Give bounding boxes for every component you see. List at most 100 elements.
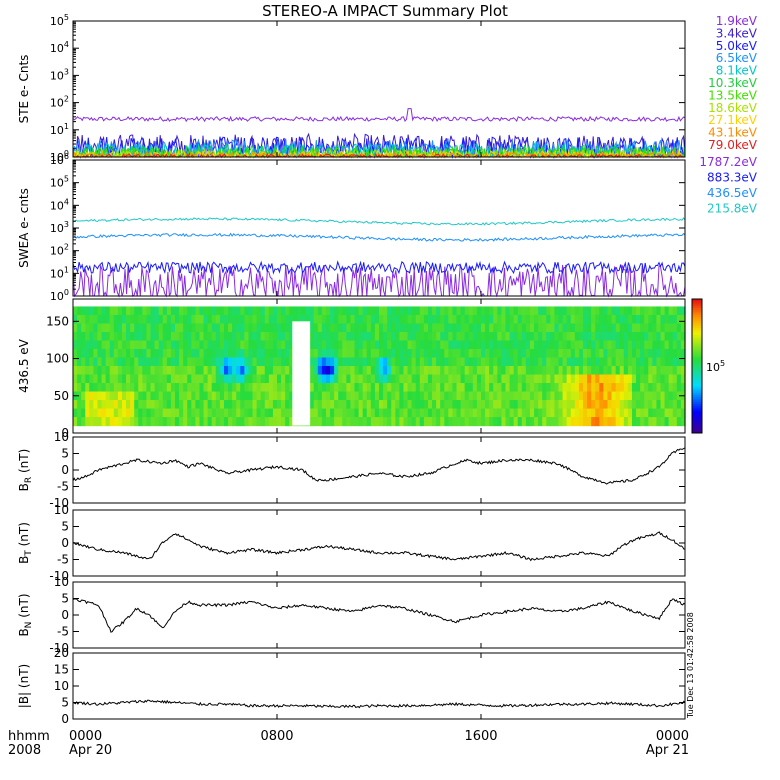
pad-cell xyxy=(268,400,274,410)
pad-cell xyxy=(476,348,482,359)
pad-cell xyxy=(264,357,270,367)
pad-cell xyxy=(407,374,413,384)
pad-cell xyxy=(281,400,286,410)
pad-cell xyxy=(574,366,580,376)
pad-cell xyxy=(158,357,164,367)
br-series-0 xyxy=(72,447,686,485)
pad-cell xyxy=(183,408,188,418)
pad-cell xyxy=(587,374,592,384)
pad-cell xyxy=(346,357,352,367)
pad-cell xyxy=(199,400,205,410)
pad-cell xyxy=(138,391,143,401)
pad-cell xyxy=(113,391,119,401)
pad-cell xyxy=(570,366,576,376)
pad-cell xyxy=(232,323,237,333)
pad-cell xyxy=(432,357,437,367)
pad-cell xyxy=(395,417,400,427)
pad-cell xyxy=(485,366,490,376)
pad-cell xyxy=(223,357,229,367)
pad-cell xyxy=(570,314,576,325)
pad-cell xyxy=(517,340,523,350)
pad-cell xyxy=(293,306,298,316)
pad-cell xyxy=(432,383,437,393)
pad-cell xyxy=(587,323,592,333)
pad-cell xyxy=(374,374,380,384)
pad-cell xyxy=(391,340,396,350)
pad-cell xyxy=(321,400,327,410)
pad-cell xyxy=(452,340,458,350)
pad-cell xyxy=(309,323,315,333)
pad-cell xyxy=(411,374,417,384)
pad-cell xyxy=(379,314,384,325)
pad-cell xyxy=(595,408,600,418)
pad-cell xyxy=(656,408,662,418)
pad-cell xyxy=(627,400,633,410)
pad-cell xyxy=(334,383,339,393)
pad-cell xyxy=(325,400,331,410)
pad-cell xyxy=(517,348,523,359)
pad-cell xyxy=(191,408,196,418)
ste-ytick-label-3: 103 xyxy=(50,67,69,82)
pad-cell xyxy=(595,374,600,384)
pad-cell xyxy=(130,391,135,401)
pad-cell xyxy=(627,408,633,418)
pad-cell xyxy=(338,383,343,393)
pad-cell xyxy=(195,400,201,410)
pad-cell xyxy=(260,331,266,342)
pad-cell xyxy=(105,314,111,325)
pad-cell xyxy=(407,383,413,393)
pad-cell xyxy=(497,314,502,325)
pad-cell xyxy=(411,366,417,376)
pad-cell xyxy=(672,340,678,350)
pad-cell xyxy=(456,408,462,418)
colorbar-label: 105 xyxy=(706,359,725,374)
pad-cell xyxy=(476,383,482,393)
pad-cell xyxy=(228,400,233,410)
pad-cell xyxy=(607,323,613,333)
pad-cell xyxy=(232,357,237,367)
pad-cell xyxy=(485,306,490,316)
pad-cell xyxy=(627,348,633,359)
pad-cell xyxy=(126,323,131,333)
pad-cell xyxy=(236,323,241,333)
swea-ytick-label-3: 103 xyxy=(50,220,69,235)
pad-cell xyxy=(150,331,156,342)
pad-cell xyxy=(652,357,658,367)
pad-cell xyxy=(248,374,254,384)
pad-cell xyxy=(578,391,584,401)
pad-cell xyxy=(162,374,168,384)
pad-cell xyxy=(672,331,678,342)
pad-cell xyxy=(513,408,519,418)
swea-ytick-exp-4: 4 xyxy=(64,197,69,206)
pad-cell xyxy=(583,357,588,367)
pad-cell xyxy=(505,340,511,350)
pad-cell xyxy=(252,331,258,342)
pad-cell xyxy=(362,383,368,393)
pad-cell xyxy=(219,331,225,342)
pad-cell xyxy=(464,391,470,401)
pad-cell xyxy=(554,323,560,333)
pad-cell xyxy=(485,391,490,401)
pad-cell xyxy=(468,357,474,367)
pad-cell xyxy=(321,314,327,325)
pad-cell xyxy=(130,348,135,359)
pad-cell xyxy=(126,383,131,393)
pad-cell xyxy=(81,331,86,342)
pad-cell xyxy=(476,357,482,367)
pad-cell xyxy=(73,340,78,350)
pad-cell xyxy=(599,366,604,376)
swea-ytick-base-6: 10 xyxy=(50,154,64,167)
pad-cell xyxy=(338,331,343,342)
pad-cell xyxy=(199,306,205,316)
pad-cell xyxy=(109,314,115,325)
pad-cell xyxy=(452,348,458,359)
pad-cell xyxy=(334,323,339,333)
pad-cell xyxy=(501,366,507,376)
pad-cell xyxy=(387,374,392,384)
pad-cell xyxy=(117,374,123,384)
pad-cell xyxy=(664,348,670,359)
pad-cell xyxy=(529,340,535,350)
pad-cell xyxy=(640,331,645,342)
pad-cell xyxy=(546,417,551,427)
pad-cell xyxy=(493,400,498,410)
